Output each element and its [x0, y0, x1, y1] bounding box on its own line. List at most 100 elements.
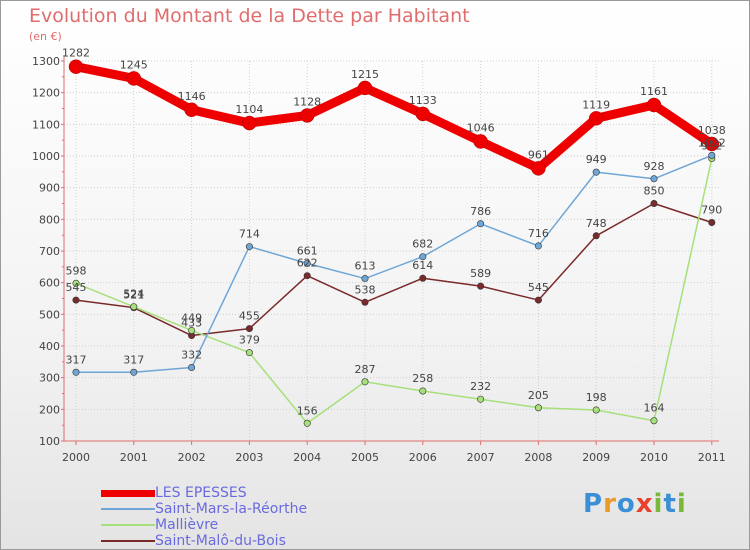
chart-unit: (en €) [29, 30, 62, 43]
legend-item: Saint-Mars-la-Réorthe [101, 501, 307, 517]
x-tick-label: 2005 [351, 451, 379, 464]
data-label: 613 [355, 260, 376, 273]
axis-layer: 100 200 300 400 500 600 700 800 900 1000 1100 1200 1… [32, 55, 726, 464]
data-label: 614 [412, 259, 433, 272]
data-point [303, 419, 311, 427]
series-layer [68, 59, 720, 427]
brand-letter: t [663, 489, 677, 519]
data-label: 928 [644, 160, 665, 173]
data-label: 786 [470, 205, 491, 218]
data-point [531, 161, 546, 176]
data-label: 622 [297, 257, 318, 270]
data-point [708, 151, 716, 159]
data-point [419, 387, 427, 395]
data-point [704, 136, 720, 152]
legend-swatch [101, 489, 155, 497]
data-label: 1046 [467, 121, 495, 134]
y-tick-label: 300 [39, 372, 60, 385]
data-label: 1128 [293, 95, 321, 108]
y-tick-label: 100 [39, 435, 60, 448]
data-point [188, 364, 196, 372]
data-point [361, 298, 369, 306]
data-point [130, 368, 138, 376]
data-point [72, 279, 80, 287]
y-tick-label: 700 [39, 245, 60, 258]
data-label: 156 [297, 404, 318, 417]
x-tick-label: 2006 [409, 451, 437, 464]
data-point [592, 406, 600, 414]
data-point [588, 111, 604, 126]
data-point [361, 378, 369, 386]
y-tick-label: 400 [39, 340, 60, 353]
legend-label: Mallièvre [155, 517, 219, 533]
series-line-2 [75, 157, 713, 425]
x-tick-label: 2002 [178, 451, 206, 464]
data-label: 961 [528, 148, 549, 161]
data-point [126, 71, 142, 86]
data-point [473, 134, 488, 149]
data-label: 1146 [178, 90, 206, 103]
y-tick-label: 900 [39, 182, 60, 195]
data-point [708, 219, 716, 227]
data-point [534, 242, 542, 250]
x-tick-label: 2009 [582, 451, 610, 464]
data-point [646, 97, 662, 113]
series-line-3 [75, 202, 713, 337]
series-line-0 [71, 62, 717, 173]
data-label: 287 [355, 363, 376, 376]
data-label: 1282 [62, 47, 90, 60]
legend-item: LES EPESSES [101, 485, 307, 501]
legend-swatch [101, 524, 155, 526]
legend-label: Saint-Mars-la-Réorthe [155, 501, 308, 517]
data-point [419, 274, 427, 282]
brand-letter: i [653, 489, 664, 519]
data-point [68, 59, 84, 74]
y-tick-label: 1200 [32, 87, 60, 100]
data-point [130, 303, 138, 311]
grid-layer [64, 60, 719, 442]
brand-letter: i [676, 489, 687, 519]
data-label: 545 [66, 281, 87, 294]
data-label: 258 [412, 372, 433, 385]
data-point [419, 253, 427, 261]
data-point [477, 220, 485, 228]
legend-swatch [101, 508, 155, 510]
data-label: 1161 [640, 85, 668, 98]
data-label: 1215 [351, 68, 379, 81]
x-tick-label: 2003 [235, 451, 263, 464]
data-point [303, 272, 311, 280]
chart-title: Evolution du Montant de la Dette par Hab… [29, 5, 470, 27]
brand-logo: Proxiti [583, 489, 687, 519]
x-tick-label: 2004 [293, 451, 321, 464]
data-label: 790 [701, 204, 722, 217]
brand-letter: o [616, 489, 636, 519]
brand-letter: r [603, 489, 617, 519]
y-tick-label: 600 [39, 277, 60, 290]
data-point [245, 325, 253, 333]
y-tick-label: 1000 [32, 150, 60, 163]
data-label: 714 [239, 228, 260, 241]
x-tick-label: 2011 [698, 451, 726, 464]
data-point [592, 232, 600, 240]
data-label: 598 [66, 264, 87, 277]
data-label: 949 [586, 153, 607, 166]
data-label: 1133 [409, 94, 437, 107]
data-point [477, 282, 485, 290]
legend-swatch [101, 540, 155, 542]
series-line-1 [75, 154, 713, 374]
legend-item: Mallièvre [101, 517, 307, 533]
data-label: 661 [297, 244, 318, 257]
data-point [188, 326, 196, 334]
data-label: 538 [355, 283, 376, 296]
data-point [299, 108, 315, 123]
data-label: 1038 [698, 124, 726, 137]
data-point [303, 259, 311, 267]
data-label: 198 [586, 391, 607, 404]
data-label: 1104 [235, 103, 263, 116]
data-label: 545 [528, 281, 549, 294]
y-tick-label: 200 [39, 403, 60, 416]
brand-letter: x [635, 489, 654, 519]
x-tick-label: 2000 [62, 451, 90, 464]
data-point [534, 296, 542, 304]
data-label: 205 [528, 389, 549, 402]
